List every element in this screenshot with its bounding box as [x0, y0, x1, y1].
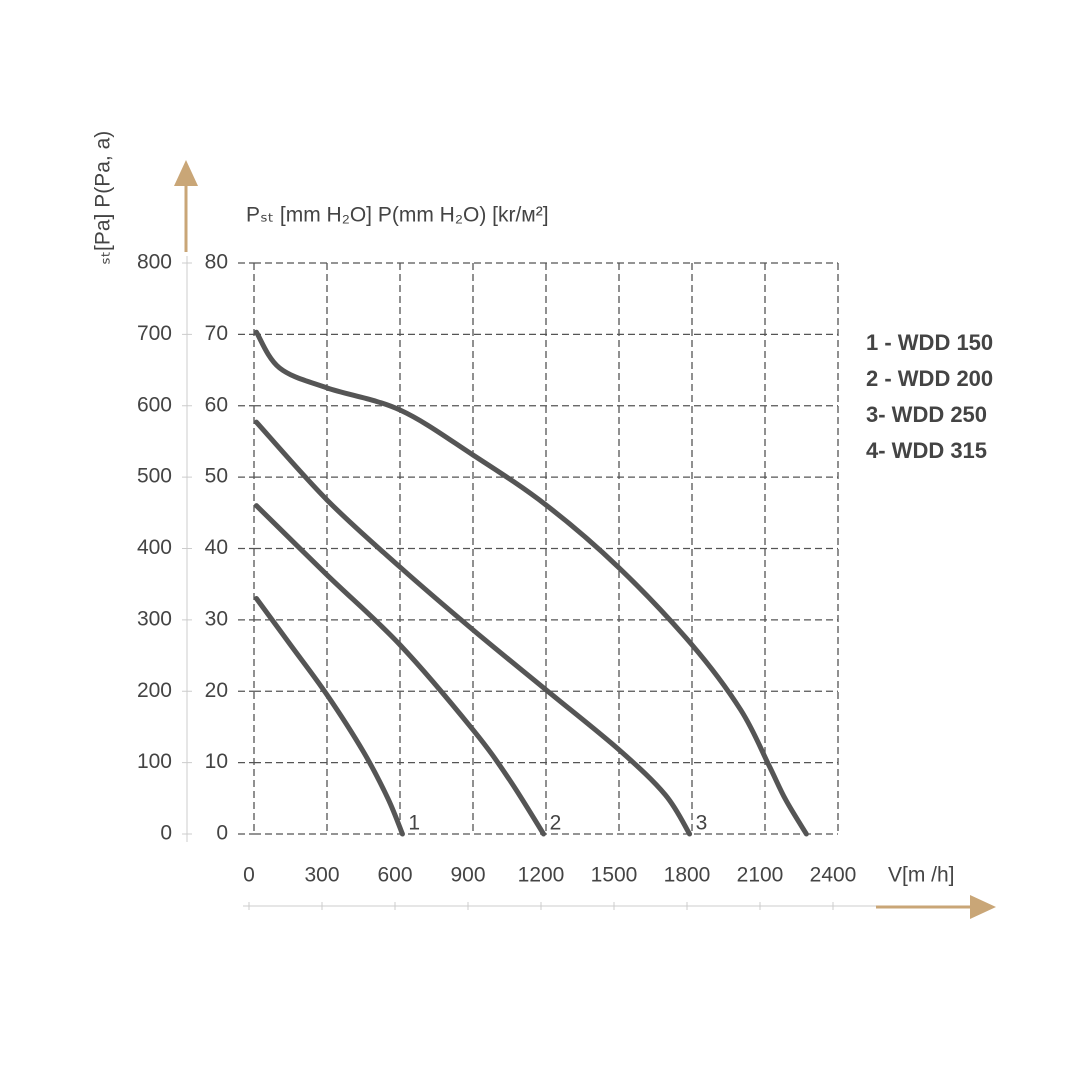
y-title: ₛₜ[Pa] P(Pa, a) — [92, 131, 115, 265]
y-tick-label: 700 — [137, 322, 172, 345]
y2-tick-label: 10 — [205, 750, 228, 773]
x-tick-label: 1200 — [518, 864, 565, 887]
curve-label: 1 — [408, 812, 420, 835]
y2-tick-label: 60 — [205, 393, 228, 416]
x-tick-label: 0 — [243, 864, 255, 887]
y-tick-label: 800 — [137, 251, 172, 274]
x-tick-label: 1800 — [664, 864, 711, 887]
x-arrow-head — [970, 895, 996, 919]
curve — [253, 595, 405, 837]
y-tick-label: 500 — [137, 465, 172, 488]
y2-tick-label: 70 — [205, 322, 228, 345]
legend-entry: 4- WDD 315 — [866, 438, 987, 463]
x-tick-label: 2400 — [810, 864, 857, 887]
y-arrow-head — [174, 160, 198, 186]
y2-title: Pₛₜ [mm H₂O] P(mm H₂O) [kr/м²] — [246, 204, 549, 227]
x-tick-label: 1500 — [591, 864, 638, 887]
curve-label: 2 — [550, 812, 562, 835]
y-tick-label: 0 — [160, 822, 172, 845]
x-title: V[m /h] — [888, 864, 955, 887]
y-tick-label: 300 — [137, 607, 172, 630]
x-tick-label: 300 — [304, 864, 339, 887]
y-tick-label: 100 — [137, 750, 172, 773]
y2-tick-label: 40 — [205, 536, 228, 559]
curve-label: 3 — [696, 812, 708, 835]
x-tick-label: 2100 — [737, 864, 784, 887]
curve — [253, 419, 693, 837]
x-tick-label: 600 — [377, 864, 412, 887]
y2-tick-label: 50 — [205, 465, 228, 488]
curve — [253, 329, 809, 837]
y-tick-label: 200 — [137, 679, 172, 702]
y-tick-label: 400 — [137, 536, 172, 559]
curve — [253, 503, 547, 837]
y2-tick-label: 80 — [205, 251, 228, 274]
y2-tick-label: 20 — [205, 679, 228, 702]
legend-entry: 3- WDD 250 — [866, 402, 987, 427]
y2-tick-label: 30 — [205, 607, 228, 630]
legend-entry: 1 - WDD 150 — [866, 330, 993, 355]
legend-entry: 2 - WDD 200 — [866, 366, 993, 391]
x-tick-label: 900 — [450, 864, 485, 887]
y2-tick-label: 0 — [216, 822, 228, 845]
y-tick-label: 600 — [137, 393, 172, 416]
